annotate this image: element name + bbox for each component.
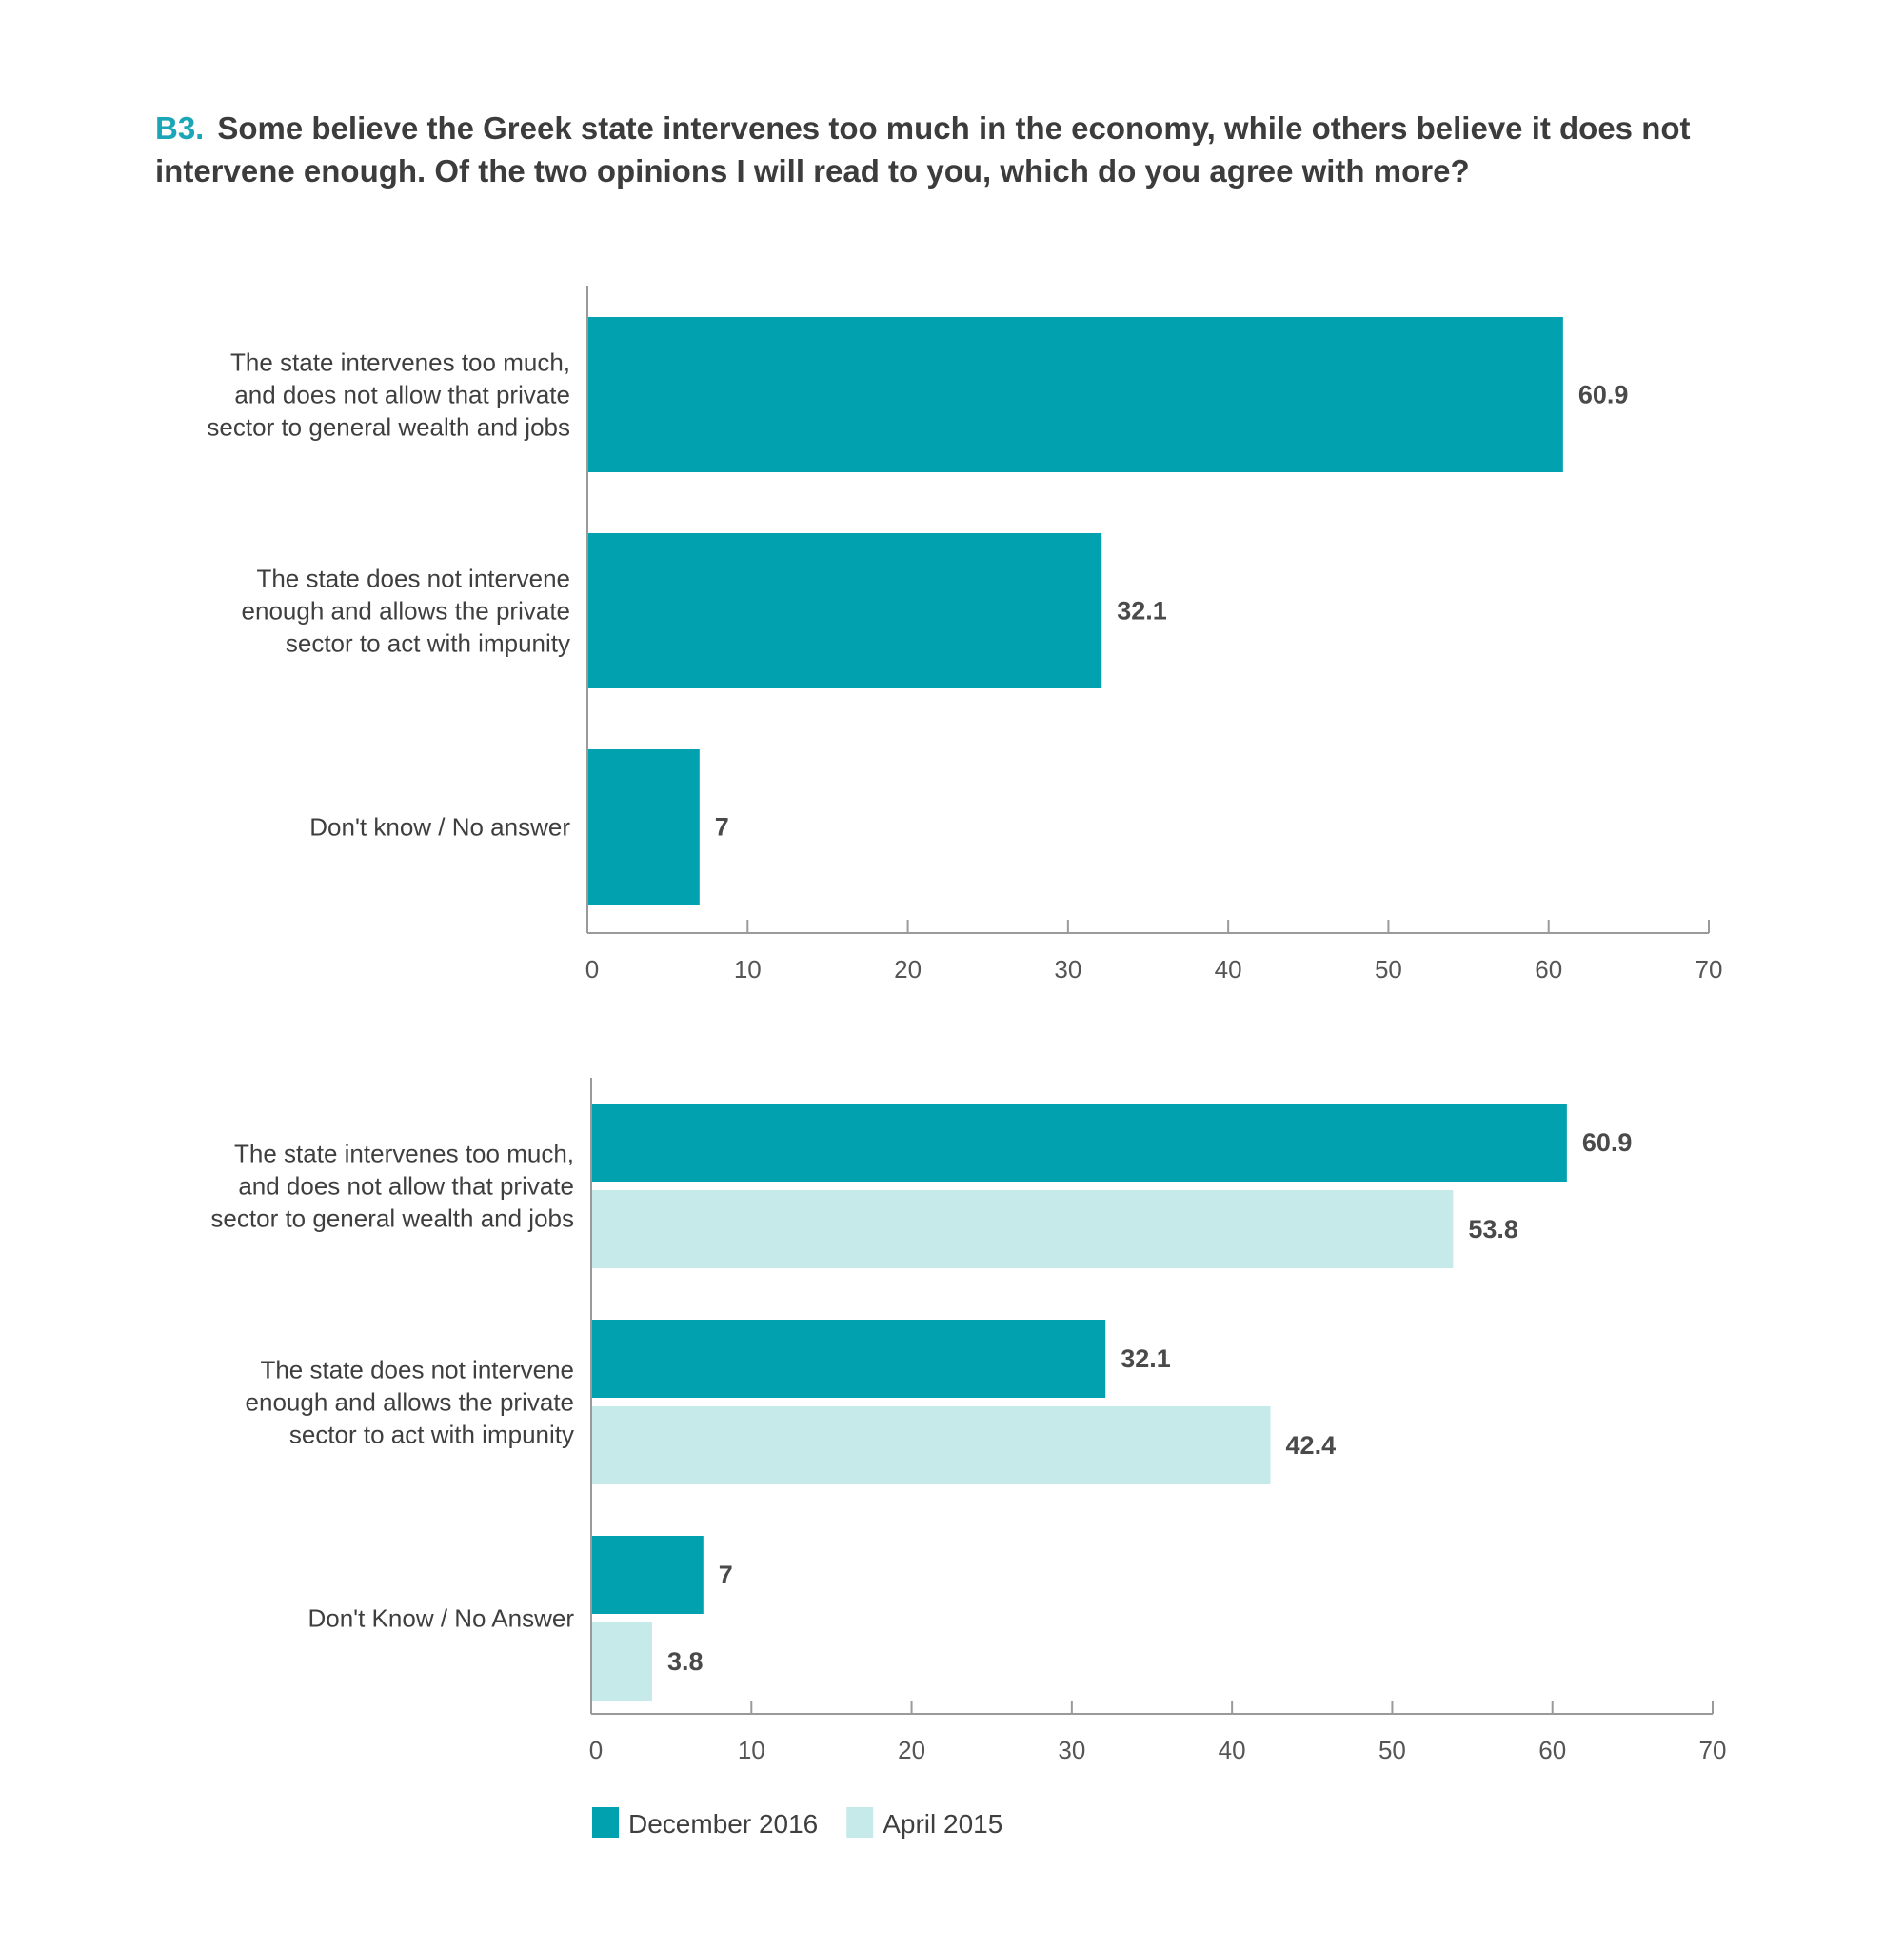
bar-series-1 — [587, 533, 1102, 688]
legend-label: December 2016 — [628, 1809, 818, 1839]
x-tick-label: 10 — [734, 955, 762, 984]
x-tick-label: 50 — [1375, 955, 1402, 984]
x-tick-label: 10 — [738, 1736, 765, 1764]
x-tick-label: 50 — [1378, 1736, 1406, 1764]
legend-swatch — [592, 1807, 619, 1838]
bar-april-2015-2 — [591, 1622, 652, 1701]
category-label: sector to act with impunity — [286, 629, 570, 658]
category-label: The state intervenes too much, — [230, 348, 570, 377]
category-label: The state does not intervene — [260, 1356, 574, 1384]
data-label: 60.9 — [1578, 381, 1629, 409]
data-label: 42.4 — [1286, 1431, 1337, 1460]
data-label: 3.8 — [667, 1647, 704, 1676]
bar-december-2016-2 — [591, 1536, 704, 1614]
x-tick-label: 0 — [589, 1736, 603, 1764]
x-tick-label: 60 — [1535, 955, 1562, 984]
x-tick-label: 70 — [1699, 1736, 1727, 1764]
category-label: enough and allows the private — [246, 1388, 574, 1417]
x-tick-label: 30 — [1058, 1736, 1085, 1764]
x-tick-label: 40 — [1215, 955, 1242, 984]
category-label: and does not allow that private — [238, 1172, 574, 1201]
category-label: sector to general wealth and jobs — [207, 413, 570, 442]
data-label: 60.9 — [1582, 1128, 1633, 1157]
category-label: The state does not intervene — [256, 565, 570, 593]
category-label: sector to general wealth and jobs — [210, 1204, 574, 1233]
category-label: Don't Know / No Answer — [307, 1604, 574, 1633]
data-label: 32.1 — [1117, 597, 1167, 626]
bar-december-2016-0 — [591, 1104, 1567, 1182]
x-tick-label: 60 — [1538, 1736, 1566, 1764]
x-tick-label: 30 — [1054, 955, 1081, 984]
category-label: enough and allows the private — [242, 597, 570, 626]
question-text: Some believe the Greek state intervenes … — [155, 110, 1691, 189]
question-id: B3. — [155, 110, 205, 146]
legend-swatch — [846, 1807, 874, 1838]
legend-label: April 2015 — [883, 1809, 1002, 1839]
data-label: 7 — [719, 1561, 733, 1589]
x-tick-label: 40 — [1219, 1736, 1246, 1764]
category-label: The state intervenes too much, — [234, 1140, 574, 1168]
category-label: Don't know / No answer — [309, 813, 570, 842]
bar-april-2015-1 — [591, 1406, 1271, 1484]
x-tick-label: 70 — [1696, 955, 1723, 984]
x-tick-label: 20 — [898, 1736, 925, 1764]
data-label: 7 — [715, 813, 729, 842]
data-label: 53.8 — [1468, 1215, 1518, 1244]
category-label: sector to act with impunity — [289, 1421, 574, 1449]
x-tick-label: 0 — [585, 955, 599, 984]
chart-title: B3. Some believe the Greek state interven… — [155, 107, 1774, 192]
bar-december-2016-1 — [591, 1320, 1106, 1398]
data-label: 32.1 — [1121, 1344, 1171, 1373]
bar-series-0 — [587, 317, 1563, 472]
x-tick-label: 20 — [894, 955, 922, 984]
bar-april-2015-0 — [591, 1190, 1454, 1268]
bar-series-2 — [587, 749, 700, 905]
category-label: and does not allow that private — [234, 381, 570, 409]
